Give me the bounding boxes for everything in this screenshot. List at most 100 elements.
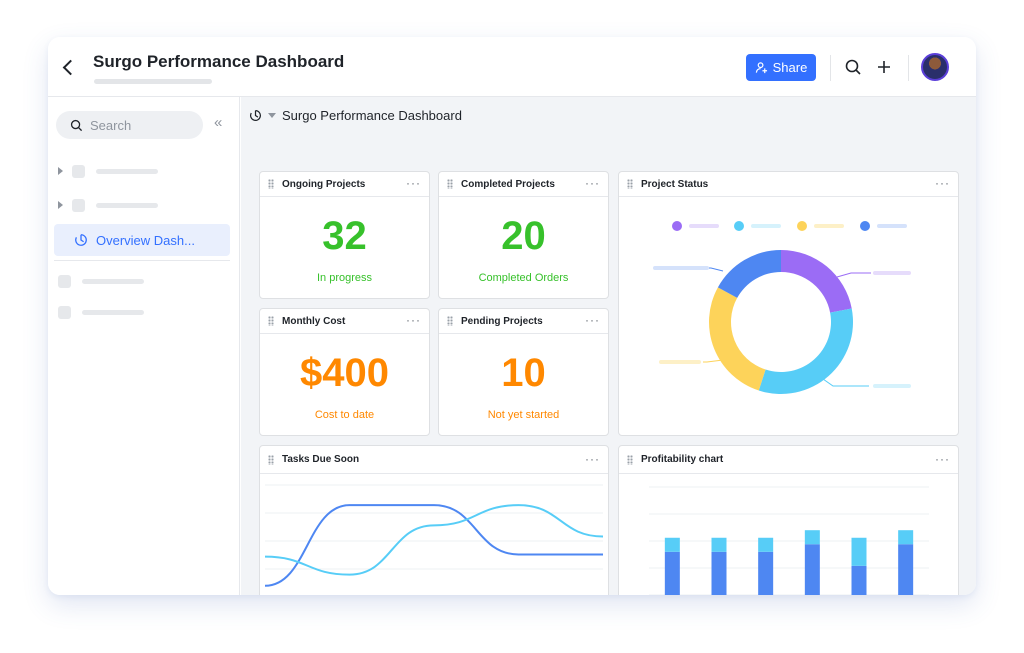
search-placeholder: Search [90,117,132,133]
card-title: Pending Projects [461,315,543,327]
donut-slices [709,250,853,394]
drag-handle-icon[interactable] [447,179,453,189]
bar-segment[interactable] [804,530,820,545]
divider [54,260,230,261]
card-header: Profitability chart ··· [619,446,958,474]
metric-value: 10 [501,351,546,395]
card-tasks-due-soon[interactable]: Tasks Due Soon ··· 2023/07 2023/08 2023/09… [259,445,609,595]
page-icon [72,198,85,212]
subtitle-placeholder [94,79,212,84]
series-line[interactable] [264,504,604,587]
legend-label-placeholder [689,224,719,228]
drag-handle-icon[interactable] [627,179,633,189]
card-title: Project Status [641,178,709,190]
card-completed-projects[interactable]: Completed Projects ··· 20 Completed Orde… [438,171,609,299]
sidebar-item-overview-dashboard[interactable]: Overview Dash... [54,224,230,256]
legend-label-placeholder [751,224,781,228]
metric-value: 32 [322,214,367,258]
search-input[interactable]: Search [56,111,203,139]
legend-swatch [797,221,807,231]
page-title: Surgo Performance Dashboard [93,52,345,71]
metric-caption: In progress [316,272,373,284]
card-title: Completed Projects [461,178,555,190]
series-line[interactable] [264,504,604,576]
drag-handle-icon[interactable] [268,454,274,465]
plus-icon[interactable] [873,56,895,78]
tree-item[interactable] [58,196,158,214]
tree-item[interactable] [58,272,144,290]
drag-handle-icon[interactable] [268,316,274,326]
bar-segment[interactable] [758,537,774,552]
drag-handle-icon[interactable] [627,454,633,465]
project-status-chart [653,221,911,394]
drag-handle-icon[interactable] [447,316,453,326]
back-arrow-icon[interactable] [60,57,76,79]
card-header: Ongoing Projects ··· [260,172,429,197]
more-options-icon[interactable]: ··· [406,176,421,190]
more-options-icon[interactable]: ··· [406,313,421,327]
card-ongoing-projects[interactable]: Ongoing Projects ··· 32 In progress [259,171,430,299]
card-title: Ongoing Projects [282,178,366,190]
legend-label-placeholder [877,224,907,228]
item-label-placeholder [82,309,144,315]
card-title: Monthly Cost [282,315,346,327]
profitability-bar-chart [649,486,929,595]
search-icon[interactable] [842,56,864,78]
bar-segment[interactable] [758,551,774,595]
card-header: Tasks Due Soon ··· [260,446,608,474]
tree-item[interactable] [58,303,144,321]
more-options-icon[interactable]: ··· [935,176,950,190]
share-button[interactable]: Share [746,54,816,81]
bar-segment[interactable] [711,537,727,552]
card-profitability-chart[interactable]: Profitability chart ··· [618,445,959,595]
card-pending-projects[interactable]: Pending Projects ··· 10 Not yet started [438,308,609,436]
more-options-icon[interactable]: ··· [935,452,950,466]
sidebar: Search « Overview Dash... [48,97,240,595]
collapse-sidebar-icon[interactable]: « [214,114,223,131]
bar-segment[interactable] [664,551,680,595]
drag-handle-icon[interactable] [268,179,274,189]
more-options-icon[interactable]: ··· [585,313,600,327]
card-header: Monthly Cost ··· [260,309,429,334]
page-icon [58,274,71,288]
bar-segment[interactable] [804,544,820,595]
chart-legend [672,221,907,231]
more-options-icon[interactable]: ··· [585,176,600,190]
breadcrumb[interactable]: Surgo Performance Dashboard [249,108,462,123]
legend-swatch [860,221,870,231]
donut-slice[interactable] [717,250,781,298]
slice-label-placeholder [653,266,709,270]
caret-right-icon[interactable] [58,201,63,209]
card-monthly-cost[interactable]: Monthly Cost ··· $400 Cost to date [259,308,430,436]
search-icon [70,119,83,131]
bar-segment[interactable] [851,537,867,566]
more-options-icon[interactable]: ··· [585,452,600,466]
legend-swatch [672,221,682,231]
top-bar: Surgo Performance Dashboard Share [48,37,976,97]
donut-slice[interactable] [781,250,852,313]
donut-slice[interactable] [758,308,853,394]
card-project-status[interactable]: Project Status ··· [618,171,959,436]
donut-slice[interactable] [709,287,766,391]
page-icon [58,305,71,319]
slice-label-placeholder [659,360,701,364]
bar-segment[interactable] [664,537,680,552]
item-label-placeholder [96,202,158,208]
metric-caption: Cost to date [314,409,375,421]
divider [908,55,909,81]
bar-segment[interactable] [851,565,867,595]
leader-line [822,378,869,387]
caret-down-icon[interactable] [268,113,276,118]
card-title: Tasks Due Soon [282,454,360,465]
bar-segment[interactable] [898,530,914,545]
tree-item[interactable] [58,162,158,180]
caret-right-icon[interactable] [58,167,63,175]
avatar[interactable] [921,53,949,81]
slice-label-placeholder [873,271,911,275]
bar-segment[interactable] [711,551,727,595]
item-label-placeholder [82,278,144,284]
sidebar-item-label: Overview Dash... [96,232,195,248]
bar-segment[interactable] [898,544,914,595]
slice-label-placeholder [873,384,911,388]
dashboard-clock-icon [75,234,87,246]
